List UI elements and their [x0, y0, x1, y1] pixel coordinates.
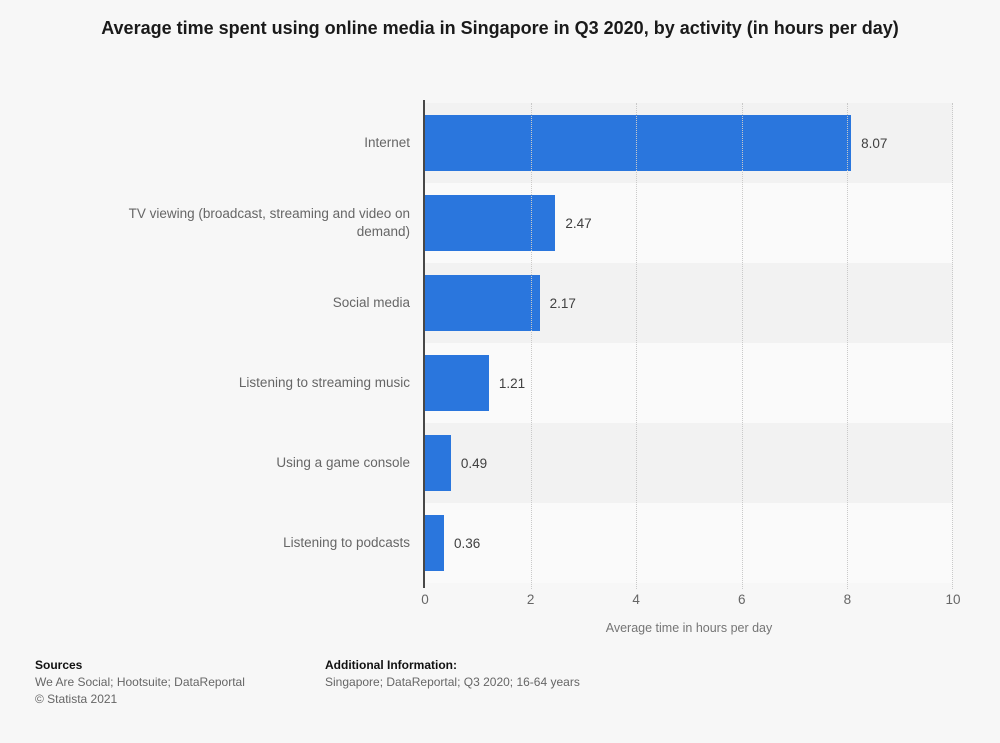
x-tick-label: 4 — [632, 592, 640, 607]
category-label: Listening to podcasts — [283, 535, 410, 550]
value-label: 2.47 — [565, 215, 592, 231]
value-label: 0.36 — [454, 535, 481, 551]
category-label: Listening to streaming music — [238, 375, 410, 390]
row-band — [425, 343, 953, 423]
chart-title: Average time spent using online media in… — [101, 18, 899, 38]
category-axis: Internet TV viewing (broadcast, streaming… — [100, 103, 410, 583]
x-axis-ticks: 0 2 4 6 8 10 — [421, 592, 960, 610]
x-tick-label: 0 — [421, 592, 429, 607]
category-label: Internet — [364, 135, 410, 150]
x-tick-label: 10 — [945, 592, 961, 607]
category-label: Social media — [332, 295, 410, 310]
bar-6 — [425, 515, 444, 571]
additional-info-line: Singapore; DataReportal; Q3 2020; 16-64 … — [325, 675, 580, 689]
value-label: 0.49 — [460, 455, 488, 471]
plot-area: 8.07 2.47 2.17 1.21 0.49 0.36 — [425, 103, 953, 589]
sources-block: Sources We Are Social; Hootsuite; DataRe… — [35, 657, 245, 708]
gridline — [636, 103, 638, 589]
y-axis-line — [423, 100, 425, 588]
category-label: Using a game console — [276, 455, 410, 470]
additional-info-heading: Additional Information: — [325, 658, 457, 672]
x-tick-label: 8 — [843, 592, 852, 607]
x-tick-label: 2 — [526, 592, 535, 607]
gridline — [952, 103, 953, 589]
bar-1 — [425, 115, 852, 171]
value-label: 2.17 — [549, 295, 576, 311]
category-label: TV viewing (broadcast, streaming and vid… — [128, 206, 410, 239]
bar-3 — [425, 275, 540, 331]
gridline — [847, 103, 849, 589]
value-label: 1.21 — [498, 375, 526, 391]
bar-4 — [425, 355, 489, 411]
x-axis-title: Average time in hours per day — [605, 621, 773, 635]
gridline — [530, 103, 532, 589]
row-band — [425, 503, 953, 583]
gridline — [741, 103, 743, 589]
bar-2 — [425, 195, 556, 251]
value-label: 8.07 — [861, 135, 888, 151]
additional-info-block: Additional Information: Singapore; DataR… — [325, 657, 580, 691]
row-band — [425, 423, 953, 503]
sources-heading: Sources — [35, 658, 83, 672]
bar-5 — [425, 435, 451, 491]
sources-line: We Are Social; Hootsuite; DataReportal — [35, 675, 245, 689]
x-tick-label: 6 — [738, 592, 746, 607]
copyright-line: © Statista 2021 — [35, 692, 118, 706]
